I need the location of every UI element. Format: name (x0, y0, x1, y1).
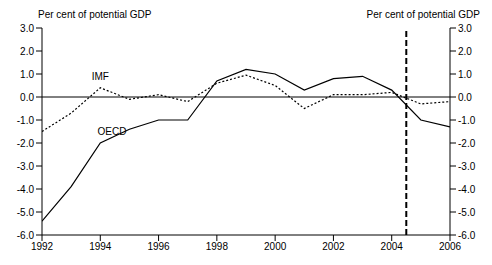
svg-text:-2.0: -2.0 (458, 138, 476, 149)
svg-text:IMF: IMF (92, 71, 109, 82)
svg-text:OECD: OECD (97, 126, 126, 137)
svg-text:1994: 1994 (89, 241, 112, 252)
svg-text:-4.0: -4.0 (17, 184, 35, 195)
svg-text:1.0: 1.0 (458, 69, 472, 80)
svg-text:-5.0: -5.0 (458, 207, 476, 218)
svg-text:2002: 2002 (322, 241, 345, 252)
html-text:Per cent of potential GDP: Per cent of potential GDP (366, 9, 480, 20)
svg-text:-6.0: -6.0 (458, 230, 476, 241)
svg-text:0.0: 0.0 (20, 92, 34, 103)
svg-text:-6.0: -6.0 (17, 230, 35, 241)
svg-text:2.0: 2.0 (20, 46, 34, 57)
svg-text:2.0: 2.0 (458, 46, 472, 57)
svg-text:-5.0: -5.0 (17, 207, 35, 218)
svg-text:-1.0: -1.0 (17, 115, 35, 126)
svg-text:-4.0: -4.0 (458, 184, 476, 195)
svg-text:2004: 2004 (381, 241, 404, 252)
svg-text:-1.0: -1.0 (458, 115, 476, 126)
svg-text:1998: 1998 (206, 241, 229, 252)
svg-text:1992: 1992 (31, 241, 54, 252)
svg-text:3.0: 3.0 (458, 23, 472, 34)
svg-text:-2.0: -2.0 (17, 138, 35, 149)
svg-text:2000: 2000 (264, 241, 287, 252)
svg-text:2006: 2006 (439, 241, 462, 252)
svg-text:1.0: 1.0 (20, 69, 34, 80)
svg-text:-3.0: -3.0 (458, 161, 476, 172)
svg-text:-3.0: -3.0 (17, 161, 35, 172)
svg-text:0.0: 0.0 (458, 92, 472, 103)
html-text:Per cent of potential GDP: Per cent of potential GDP (38, 9, 152, 20)
svg-text:3.0: 3.0 (20, 23, 34, 34)
svg-text:1996: 1996 (147, 241, 170, 252)
